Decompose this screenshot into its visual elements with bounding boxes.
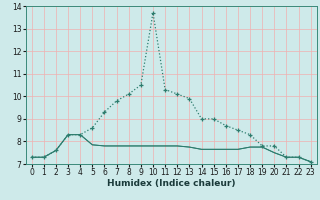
X-axis label: Humidex (Indice chaleur): Humidex (Indice chaleur) <box>107 179 236 188</box>
